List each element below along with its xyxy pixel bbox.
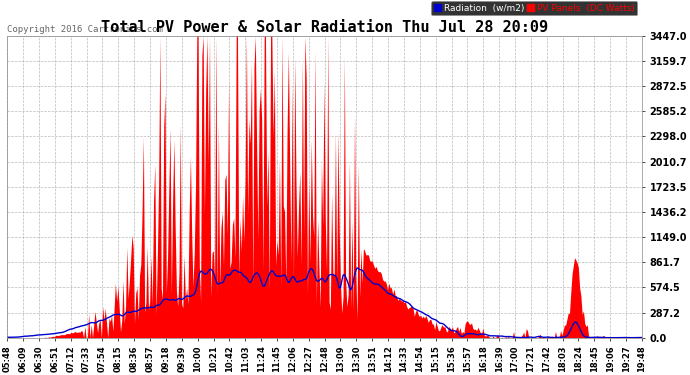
Legend: Radiation  (w/m2), PV Panels  (DC Watts): Radiation (w/m2), PV Panels (DC Watts) (431, 1, 638, 15)
Text: Copyright 2016 Cartronics.com: Copyright 2016 Cartronics.com (8, 25, 163, 34)
Title: Total PV Power & Solar Radiation Thu Jul 28 20:09: Total PV Power & Solar Radiation Thu Jul… (101, 20, 548, 34)
